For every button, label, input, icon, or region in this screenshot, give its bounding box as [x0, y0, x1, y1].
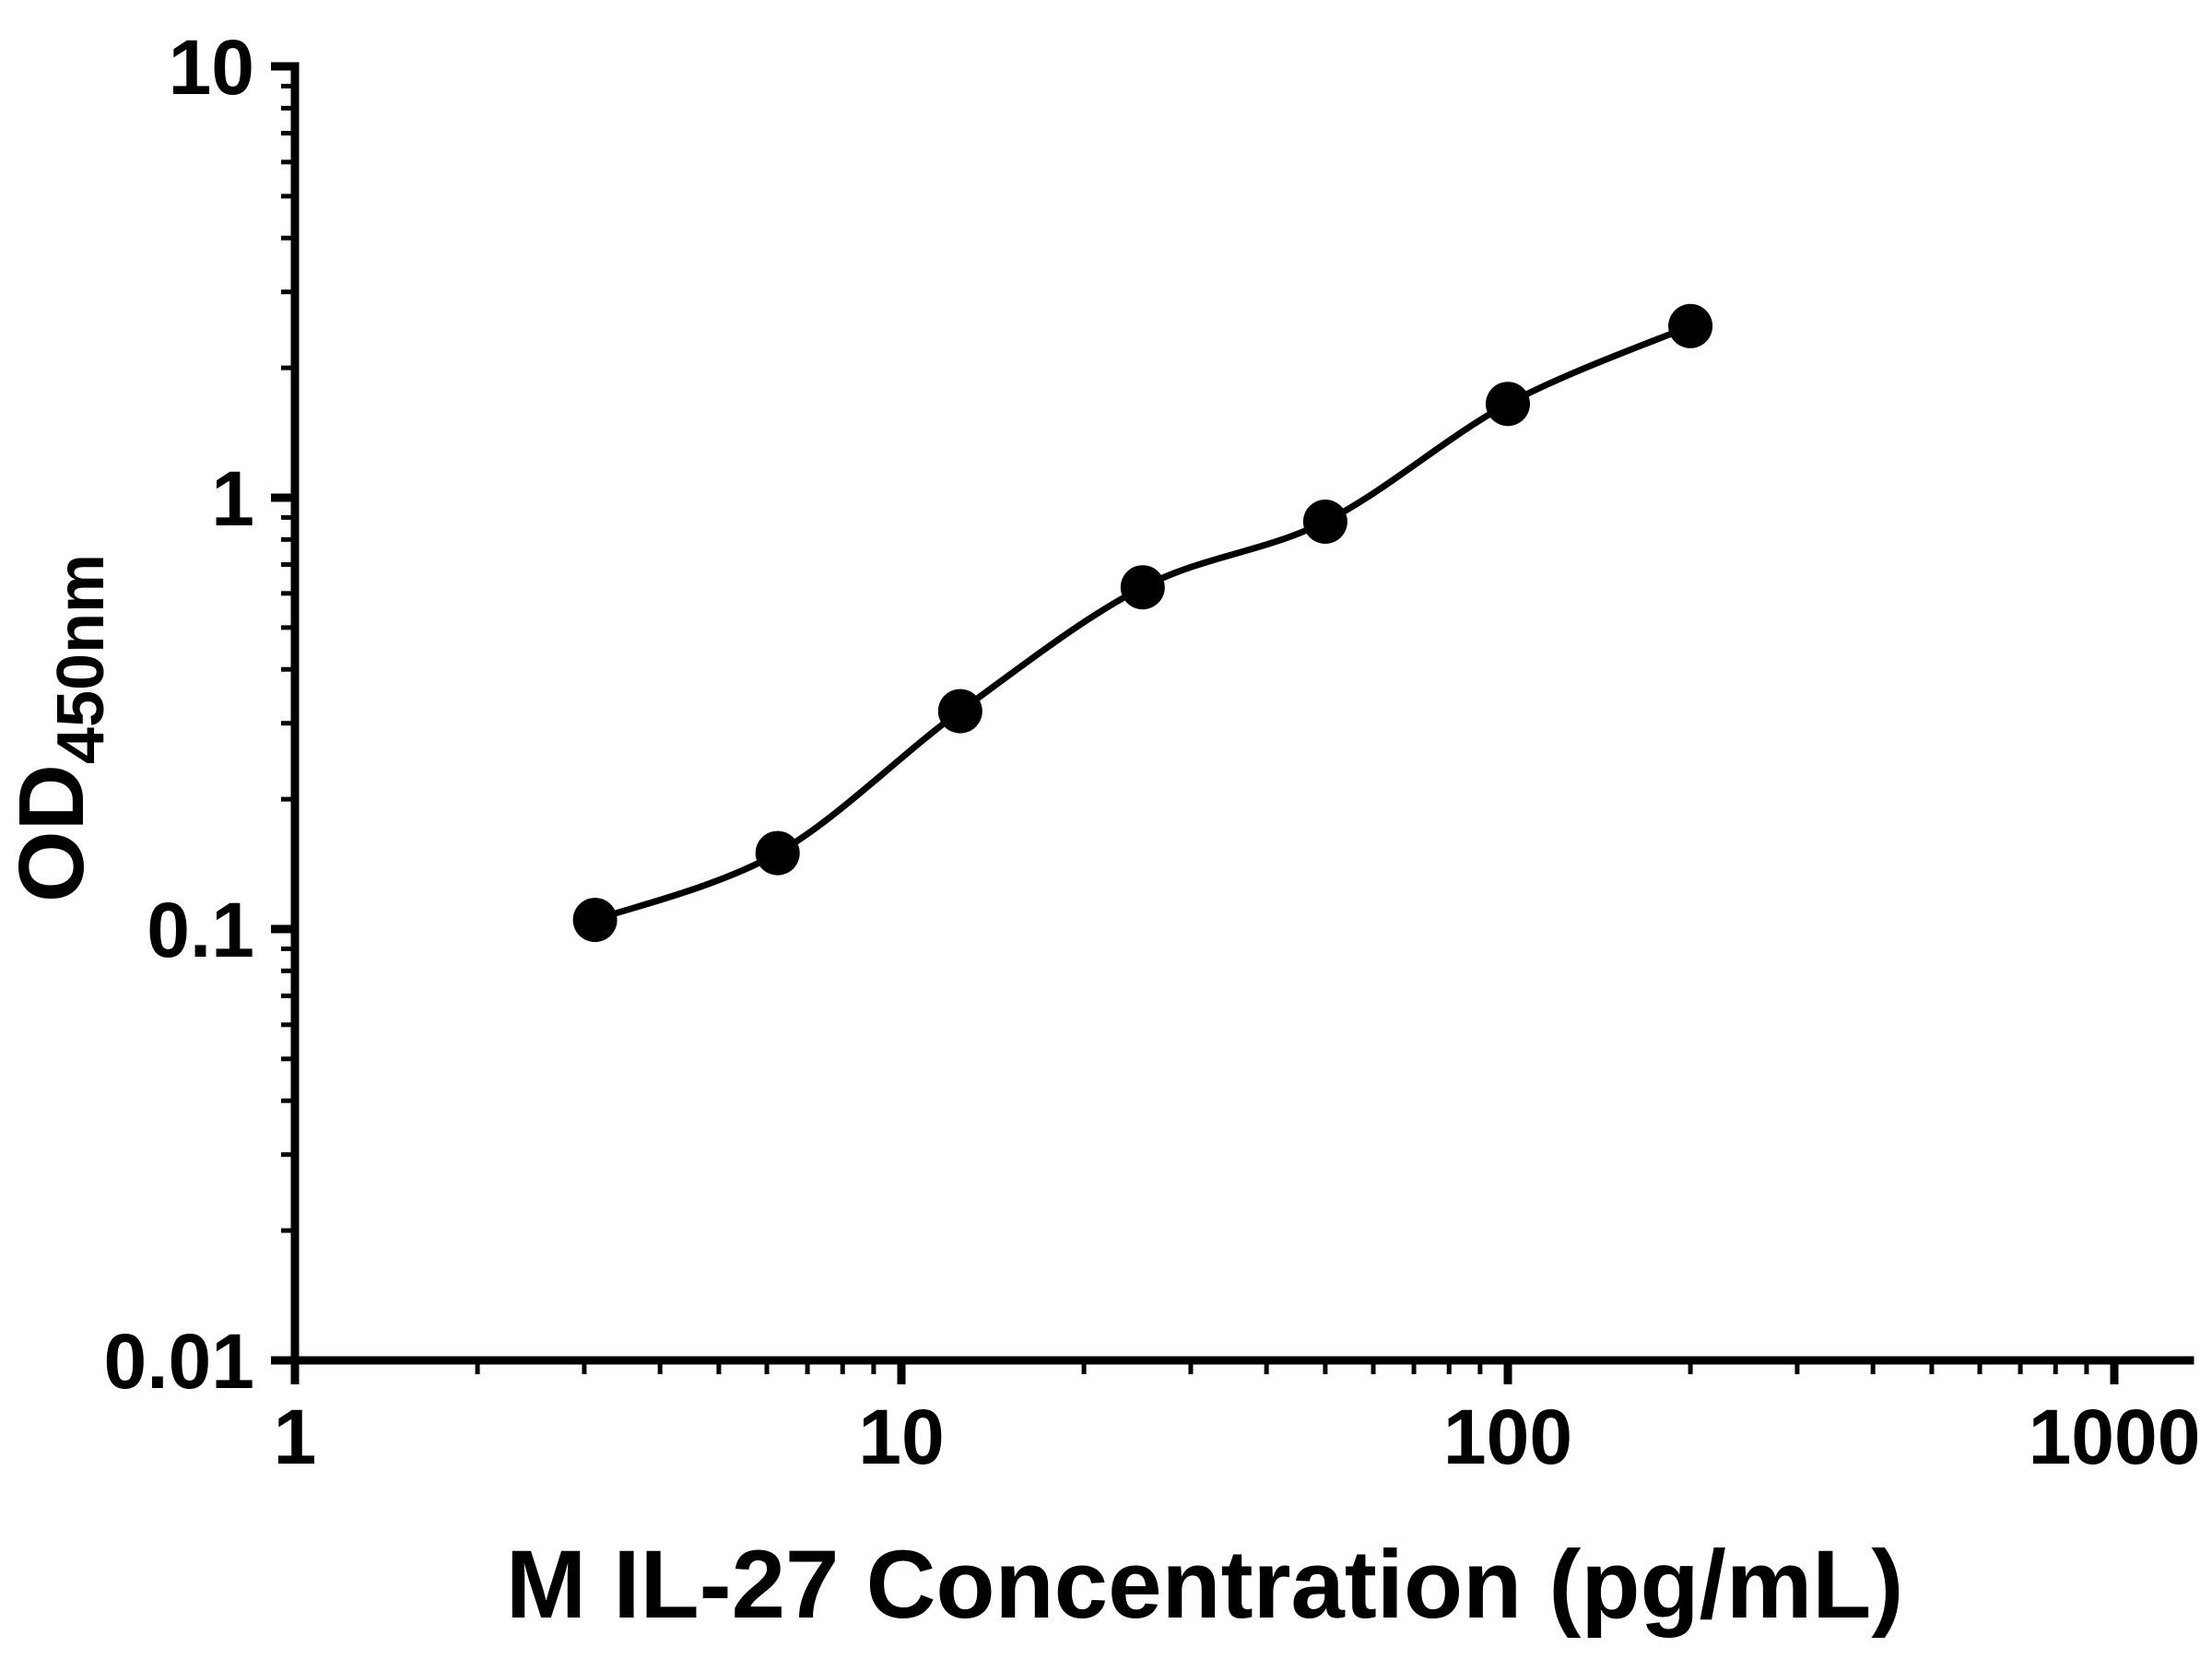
axes: [290, 62, 2194, 1365]
x-tick-label: 1000: [2029, 1394, 2201, 1480]
y-tick-label: 10: [169, 24, 254, 111]
x-axis-title: M IL-27 Concentration (pg/mL): [506, 1531, 1904, 1639]
data-point-marker: [572, 898, 618, 943]
y-tick-label: 0.1: [147, 887, 254, 973]
tick-labels: 1 10 100 1000 0.01 0.1 1 10: [104, 24, 2201, 1480]
data-point-marker: [937, 688, 982, 734]
y-axis-title: OD450nm: [0, 554, 118, 902]
y-axis-title-subscript: 450nm: [44, 554, 118, 764]
data-point-marker: [1668, 303, 1713, 348]
x-tick-label: 1: [274, 1394, 317, 1480]
tick-marks: [271, 62, 2119, 1384]
data-point-marker: [1120, 565, 1165, 610]
x-tick-label: 10: [858, 1394, 944, 1480]
y-tick-label: 1: [211, 455, 254, 542]
data-point-marker: [1302, 500, 1347, 544]
y-tick-label: 0.01: [104, 1318, 255, 1405]
y-axis-title-group: OD450nm: [0, 554, 118, 902]
y-axis-title-main: OD: [0, 764, 103, 902]
x-tick-label: 100: [1443, 1394, 1572, 1480]
data-point-marker: [1486, 382, 1530, 427]
data-point-marker: [755, 830, 800, 876]
data-series: [572, 303, 1713, 943]
